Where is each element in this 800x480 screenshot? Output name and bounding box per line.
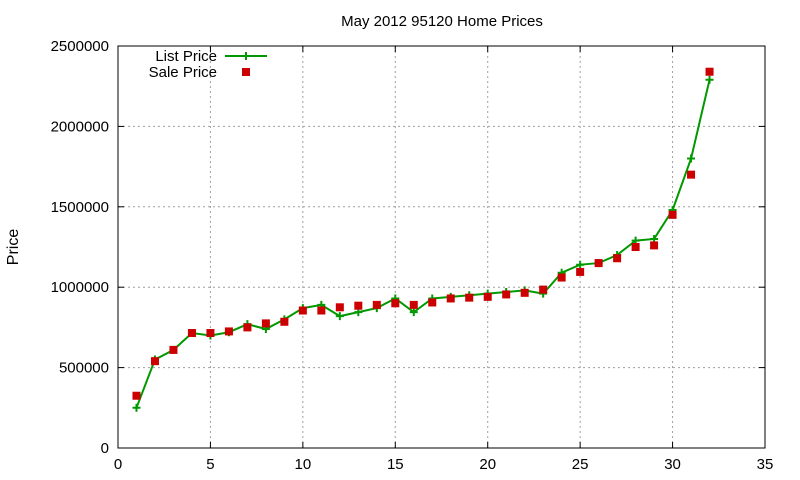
axis-ticks: 0 5 10 15 20 25 30 35 0 500000 1000000 1500000 20000… [51, 38, 774, 473]
y-tick-label: 2500000 [51, 38, 109, 55]
x-tick-label: 5 [206, 456, 214, 473]
sale-price-point [650, 241, 659, 250]
legend-label-list-price: List Price [155, 48, 217, 65]
sale-price-point [372, 300, 381, 309]
sale-price-point [502, 290, 511, 299]
sale-price-point [668, 210, 677, 219]
list-price-point [132, 403, 141, 412]
sale-price-point [687, 170, 696, 179]
sale-price-point [243, 323, 252, 332]
sale-price-point [428, 298, 437, 307]
list-price-point [409, 308, 418, 317]
sale-price-point [280, 317, 289, 326]
sale-price-point [391, 299, 400, 308]
x-tick-label: 20 [479, 456, 496, 473]
sale-price-point [446, 294, 455, 303]
y-tick-label: 500000 [59, 360, 109, 377]
sale-price-point [465, 293, 474, 302]
sale-price-point [317, 306, 326, 315]
x-tick-label: 15 [387, 456, 404, 473]
sale-price-point [594, 259, 603, 268]
list-price-point [576, 260, 585, 269]
legend-marker-list-price [242, 52, 250, 60]
sale-price-point [520, 288, 529, 297]
x-tick-label: 0 [114, 456, 122, 473]
sale-price-point [261, 319, 270, 328]
series-layer [132, 67, 714, 412]
sale-price-point [409, 300, 418, 309]
x-tick-label: 25 [572, 456, 589, 473]
sale-price-point [631, 243, 640, 251]
list-price-point [687, 154, 696, 163]
y-tick-label: 0 [101, 440, 109, 457]
x-tick-label: 35 [757, 456, 774, 473]
y-axis-label: Price [5, 229, 22, 266]
legend-marker-sale-price [242, 68, 250, 76]
sale-price-point [224, 327, 233, 336]
sale-price-point [335, 303, 344, 312]
sale-price-point [705, 67, 714, 76]
sale-price-point [169, 345, 178, 354]
sale-price-point [613, 254, 622, 263]
sale-price-point [483, 292, 492, 301]
chart-title: May 2012 95120 Home Prices [341, 13, 543, 30]
grid [118, 46, 765, 448]
sale-price-point [539, 285, 548, 294]
sale-price-point [150, 357, 159, 366]
y-tick-label: 1000000 [51, 279, 109, 296]
y-tick-label: 1500000 [51, 199, 109, 216]
list-price-point [705, 75, 714, 84]
legend-label-sale-price: Sale Price [149, 64, 217, 81]
list-price-line [135, 79, 711, 409]
y-tick-label: 2000000 [51, 118, 109, 135]
sale-price-point [206, 329, 215, 338]
sale-price-point [557, 273, 566, 282]
sale-price-point [576, 267, 585, 276]
plot-border [117, 45, 766, 449]
sale-price-point [354, 301, 363, 310]
sale-price-point [132, 391, 141, 400]
sale-price-point [298, 306, 307, 315]
sale-price-point [187, 329, 196, 338]
x-tick-label: 10 [295, 456, 312, 473]
x-tick-label: 30 [664, 456, 681, 473]
list-price-point [335, 312, 344, 321]
